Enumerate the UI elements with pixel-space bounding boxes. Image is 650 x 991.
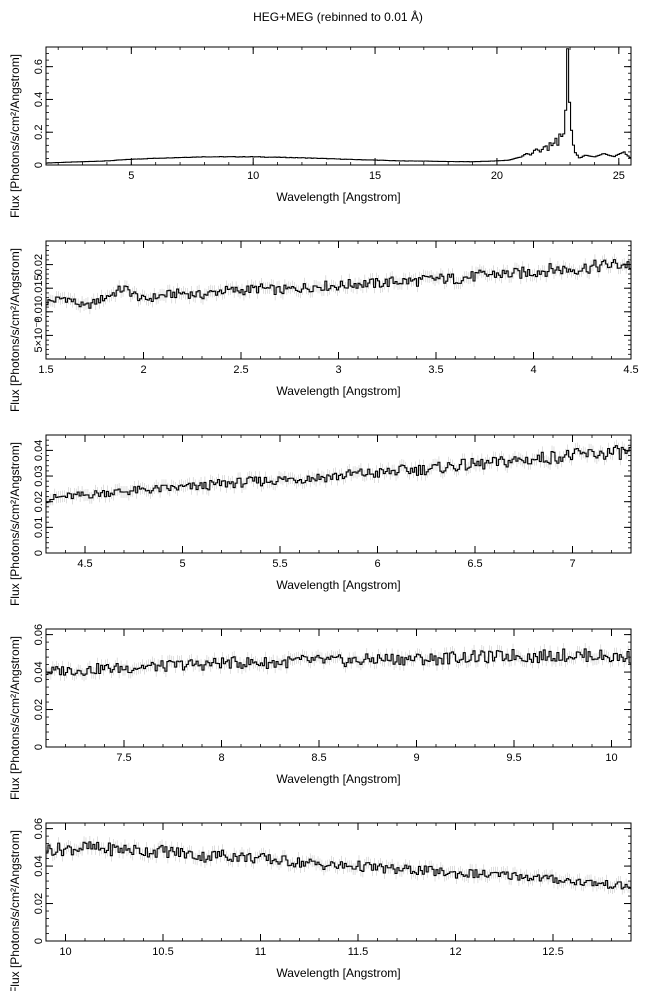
- y-tick-label: 0.04: [33, 661, 45, 682]
- y-tick-label: 0: [33, 550, 45, 556]
- x-tick-label: 3: [335, 364, 341, 376]
- y-axis-label: Flux [Photons/s/cm²/Angstrom]: [8, 636, 22, 800]
- x-tick-label: 12: [449, 946, 461, 958]
- x-tick-label: 4.5: [623, 364, 638, 376]
- y-tick-label: 0: [33, 744, 45, 750]
- x-tick-label: 10: [247, 170, 259, 182]
- error-bars: [46, 643, 631, 682]
- error-bars: [46, 253, 631, 315]
- y-tick-label: 0.02: [33, 254, 45, 275]
- y-tick-label: 0: [33, 162, 45, 168]
- panel-3: 4.5 5 5.5 6 6.5 7 0 0.01 0.02 0.03 0.04 Wavelength …: [8, 434, 632, 606]
- x-tick-label: 5.5: [272, 558, 287, 570]
- y-axis-label: Flux [Photons/s/cm²/Angstrom]: [8, 248, 22, 412]
- spectrum-series: [46, 259, 631, 309]
- y-tick-label: 0.04: [33, 855, 45, 876]
- y-tick-label: 0.2: [33, 125, 45, 140]
- x-tick-label: 6: [374, 558, 380, 570]
- x-tick-label: 2: [140, 364, 146, 376]
- x-tick-label: 3.5: [428, 364, 443, 376]
- panel-5: 10 10.5 11 11.5 12 12.5 0 0.02 0.04 0.06 Wavelengt…: [8, 818, 632, 991]
- x-tick-label: 10: [605, 752, 617, 764]
- y-tick-label: 0.02: [33, 893, 45, 914]
- panel-4: 7.5 8 8.5 9 9.5 10 0 0.02 0.04 0.06 Wavelength [An…: [8, 624, 632, 800]
- x-axis-label: Wavelength [Angstrom]: [276, 578, 400, 592]
- x-tick-label: 9: [413, 752, 419, 764]
- error-bars: [46, 439, 631, 509]
- y-axis-label: Flux [Photons/s/cm²/Angstrom]: [8, 830, 22, 991]
- plot-frame: [45, 822, 632, 942]
- y-tick-label: 5×10⁻³: [33, 318, 45, 353]
- y-tick-label: 0: [33, 938, 45, 944]
- x-tick-label: 12.5: [542, 946, 563, 958]
- x-tick-label: 8: [218, 752, 224, 764]
- x-tick-label: 11.5: [348, 946, 369, 958]
- x-axis-label: Wavelength [Angstrom]: [276, 190, 400, 204]
- spectrum-series: [46, 445, 631, 504]
- y-tick-label: 0.06: [33, 624, 45, 645]
- x-tick-label: 4: [530, 364, 536, 376]
- y-axis-label: Flux [Photons/s/cm²/Angstrom]: [8, 54, 22, 218]
- x-tick-label: 5: [128, 170, 134, 182]
- y-axis-label: Flux [Photons/s/cm²/Angstrom]: [8, 442, 22, 606]
- x-tick-label: 1.5: [38, 364, 53, 376]
- x-tick-label: 8.5: [311, 752, 326, 764]
- y-tick-label: 0.4: [33, 92, 45, 107]
- y-tick-label: 0.02: [33, 491, 45, 512]
- y-tick-label: 0.015: [33, 274, 45, 302]
- y-tick-label: 0.02: [33, 699, 45, 720]
- plot-frame: [45, 628, 632, 748]
- y-tick-label: 0.04: [33, 440, 45, 461]
- x-axis-label: Wavelength [Angstrom]: [276, 966, 400, 980]
- plot-frame: [45, 240, 632, 360]
- x-tick-label: 9.5: [506, 752, 521, 764]
- x-tick-label: 10.5: [152, 946, 173, 958]
- x-tick-label: 6.5: [467, 558, 482, 570]
- x-tick-label: 15: [369, 170, 381, 182]
- x-tick-label: 11: [255, 946, 266, 958]
- x-tick-label: 7: [569, 558, 575, 570]
- spectrum-series: [46, 648, 631, 676]
- x-tick-label: 20: [491, 170, 503, 182]
- x-tick-label: 25: [613, 170, 625, 182]
- y-tick-label: 0.01: [33, 301, 45, 322]
- y-tick-label: 0.03: [33, 465, 45, 486]
- x-tick-label: 7.5: [116, 752, 131, 764]
- spectrum-series: [46, 841, 631, 890]
- x-axis-label: Wavelength [Angstrom]: [276, 384, 400, 398]
- spectrum-series: [46, 48, 631, 164]
- x-tick-label: 2.5: [233, 364, 248, 376]
- x-tick-label: 4.5: [77, 558, 92, 570]
- y-tick-label: 0.6: [33, 59, 45, 74]
- x-tick-label: 5: [179, 558, 185, 570]
- x-tick-label: 10: [59, 946, 71, 958]
- x-axis-label: Wavelength [Angstrom]: [276, 772, 400, 786]
- y-tick-label: 0.06: [33, 818, 45, 839]
- figure-title: HEG+MEG (rebinned to 0.01 Å): [253, 9, 423, 24]
- panel-1: 5 10 15 20 25 0 0.2 0.4 0.6 Wavelength [Angstrom]…: [8, 46, 632, 218]
- y-tick-label: 0.01: [33, 517, 45, 538]
